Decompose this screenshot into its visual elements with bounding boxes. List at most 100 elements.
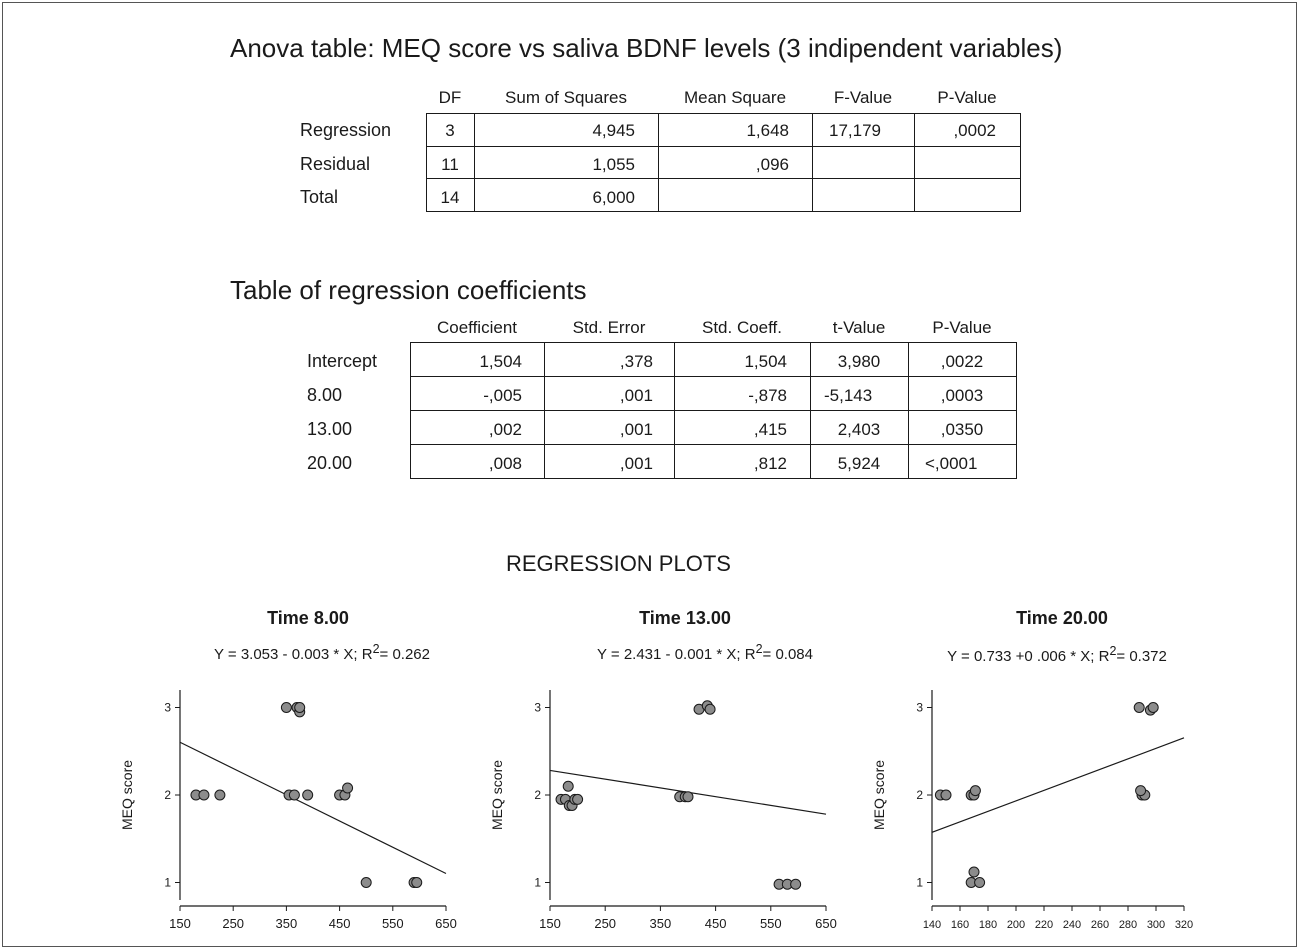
coef-cell: <,0001 (925, 454, 978, 473)
coef-col-tvalue: t-Value (832, 318, 886, 337)
data-point (562, 780, 574, 792)
anova-cell: 6,000 (592, 188, 635, 207)
coef-cell: ,001 (619, 454, 653, 473)
x-tick-label: 200 (1007, 919, 1025, 930)
plot1-equation: Y = 3.053 - 0.003 * X; R2= 0.262 (214, 642, 430, 663)
plot2-title: Time 13.00 (639, 608, 731, 628)
coef-cell: 1,504 (744, 352, 787, 371)
y-tick-label: 3 (164, 701, 171, 715)
plot2-chart: 1 2 3 150 250 350 450 550 650 MEQ score (489, 690, 837, 930)
coef-grid (410, 342, 1017, 479)
anova-title: Anova table: MEQ score vs saliva BDNF le… (230, 33, 1063, 63)
y-axis-label: MEQ score (871, 760, 887, 830)
anova-cell: 4,945 (592, 121, 635, 140)
data-point (704, 703, 716, 715)
plot3-equation: Y = 0.733 +0 .006 * X; R2= 0.372 (947, 644, 1167, 665)
y-tick-label: 3 (916, 701, 923, 715)
data-point (572, 793, 584, 805)
anova-col-ss: Sum of Squares (505, 88, 627, 107)
x-tick-label: 260 (1091, 919, 1109, 930)
coef-cell: -,878 (748, 386, 787, 405)
coef-title: Table of regression coefficients (230, 275, 587, 305)
coef-cell: ,001 (619, 420, 653, 439)
coef-col-stderr: Std. Error (572, 318, 646, 337)
x-tick-label: 350 (650, 916, 672, 930)
coef-col-coefficient: Coefficient (436, 318, 517, 337)
coef-cell: ,415 (753, 420, 787, 439)
x-tick-label: 550 (760, 916, 782, 930)
coef-row-13: 13.00 (307, 419, 353, 439)
data-point (360, 877, 372, 888)
x-tick-label: 300 (1147, 919, 1165, 930)
x-tick-label: 180 (979, 919, 997, 930)
x-tick-label: 160 (951, 919, 969, 930)
data-point (974, 877, 986, 888)
coef-cell: ,001 (619, 386, 653, 405)
anova-cell: 14 (440, 188, 460, 207)
anova-cell: ,0002 (953, 121, 996, 140)
data-point (294, 702, 306, 713)
y-axis-label: MEQ score (119, 760, 135, 830)
x-tick-label: 240 (1063, 919, 1081, 930)
data-point (1135, 785, 1147, 797)
anova-cell: 1,648 (746, 121, 789, 140)
x-tick-label: 650 (435, 916, 457, 930)
y-tick-label: 2 (916, 788, 923, 802)
coef-row-intercept: Intercept (307, 351, 378, 371)
anova-col-p: P-Value (937, 88, 997, 107)
y-tick-label: 2 (534, 788, 541, 802)
anova-cell: ,096 (755, 155, 789, 174)
y-tick-label: 3 (534, 701, 541, 715)
regression-line (179, 741, 447, 875)
x-tick-label: 220 (1035, 919, 1053, 930)
coef-cell: 2,403 (837, 420, 881, 439)
data-point (682, 791, 694, 803)
anova-cell: 3 (445, 121, 455, 140)
coef-row-8: 8.00 (307, 385, 343, 405)
coef-cell: ,0003 (940, 386, 984, 405)
coef-cell: ,0350 (940, 420, 984, 439)
data-point (288, 789, 300, 801)
plot2-equation: Y = 2.431 - 0.001 * X; R2= 0.084 (597, 642, 813, 663)
data-point (969, 785, 981, 797)
x-tick-label: 280 (1119, 919, 1137, 930)
anova-row-residual: Residual (300, 154, 371, 174)
data-point (198, 789, 210, 801)
coef-cell: ,008 (488, 454, 522, 473)
y-tick-label: 1 (164, 876, 171, 890)
plots-heading: REGRESSION PLOTS (506, 551, 731, 576)
x-tick-label: 550 (382, 916, 404, 930)
y-axis-label: MEQ score (489, 760, 505, 830)
y-tick-label: 1 (534, 876, 541, 890)
data-point (1147, 702, 1159, 713)
data-point (302, 789, 314, 801)
coef-cell: 5,924 (837, 454, 881, 473)
coef-cell: ,0022 (940, 352, 984, 371)
x-tick-label: 650 (815, 916, 837, 930)
x-tick-label: 140 (923, 919, 941, 930)
x-tick-label: 450 (705, 916, 727, 930)
coef-col-stdcoeff: Std. Coeff. (701, 318, 782, 337)
coef-cell: 3,980 (837, 352, 881, 371)
anova-col-ms: Mean Square (683, 88, 787, 107)
anova-grid (426, 113, 1021, 212)
anova-col-f: F-Value (833, 88, 893, 107)
y-tick-label: 2 (164, 788, 171, 802)
x-tick-label: 150 (539, 916, 561, 930)
anova-row-total: Total (300, 187, 339, 207)
x-tick-label: 250 (222, 916, 244, 930)
plot1-chart: 1 2 3 150 250 350 450 550 650 MEQ score (119, 690, 457, 930)
x-tick-label: 450 (329, 916, 351, 930)
data-point (940, 789, 952, 801)
x-tick-label: 150 (169, 916, 191, 930)
plot3-chart: 1 2 3 140 160 180 200 220 240 260 280 300 320 MEQ sco… (871, 690, 1193, 930)
coef-cell: ,812 (753, 454, 787, 473)
anova-cell: 11 (441, 155, 459, 174)
y-tick-label: 1 (916, 876, 923, 890)
regression-line (931, 737, 1185, 833)
anova-row-regression: Regression (300, 120, 392, 140)
plot1-title: Time 8.00 (267, 608, 349, 628)
plot3-title: Time 20.00 (1016, 608, 1108, 628)
coef-cell: 1,504 (479, 352, 522, 371)
